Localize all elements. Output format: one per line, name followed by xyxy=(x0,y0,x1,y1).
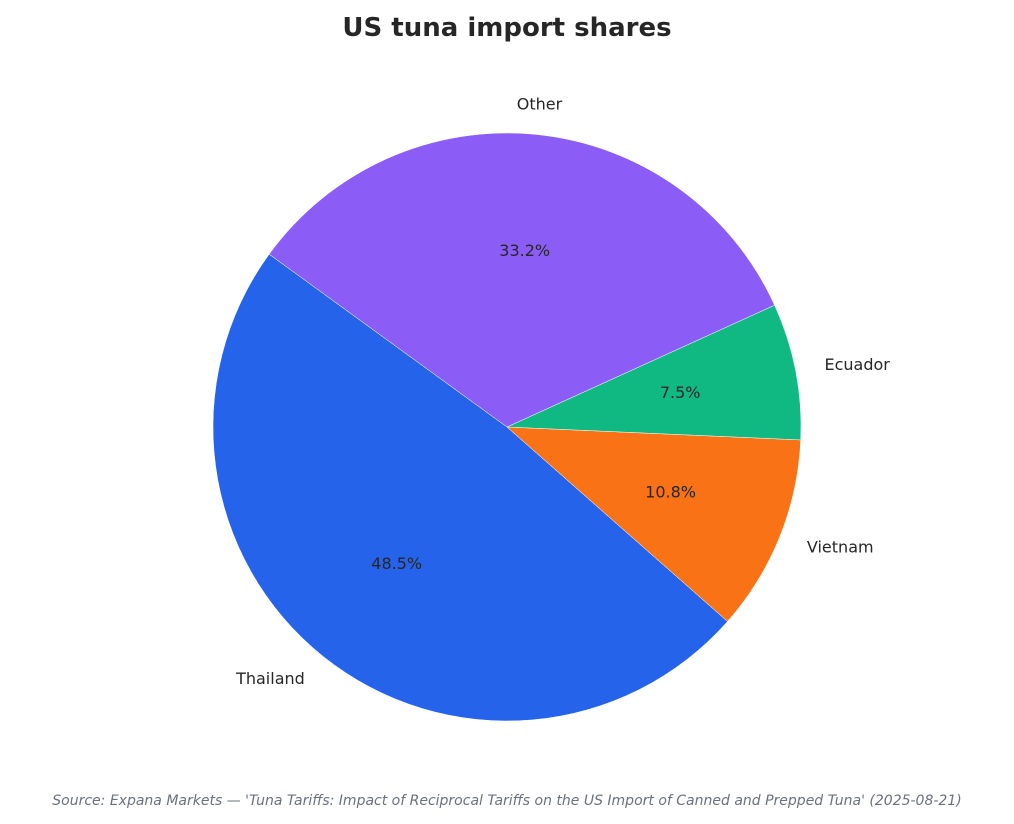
category-label-ecuador: Ecuador xyxy=(825,355,891,374)
percent-label-other: 33.2% xyxy=(499,241,550,260)
percent-labels: 48.5% 10.8% 7.5% 33.2% xyxy=(371,241,700,573)
category-label-thailand: Thailand xyxy=(235,669,305,688)
chart-title: US tuna import shares xyxy=(342,13,671,43)
category-labels: Thailand Vietnam Ecuador Other xyxy=(235,95,890,688)
pie-slices xyxy=(212,132,802,722)
category-label-other: Other xyxy=(517,95,563,114)
slice-ecuador xyxy=(506,304,802,441)
slice-thailand xyxy=(212,253,728,722)
percent-label-ecuador: 7.5% xyxy=(660,383,701,402)
slice-other xyxy=(268,132,775,428)
percent-label-vietnam: 10.8% xyxy=(645,483,696,502)
slice-vietnam xyxy=(506,426,801,622)
category-label-vietnam: Vietnam xyxy=(807,537,874,556)
percent-label-thailand: 48.5% xyxy=(371,554,422,573)
source-note: Source: Expana Markets — 'Tuna Tariffs: … xyxy=(52,793,961,809)
